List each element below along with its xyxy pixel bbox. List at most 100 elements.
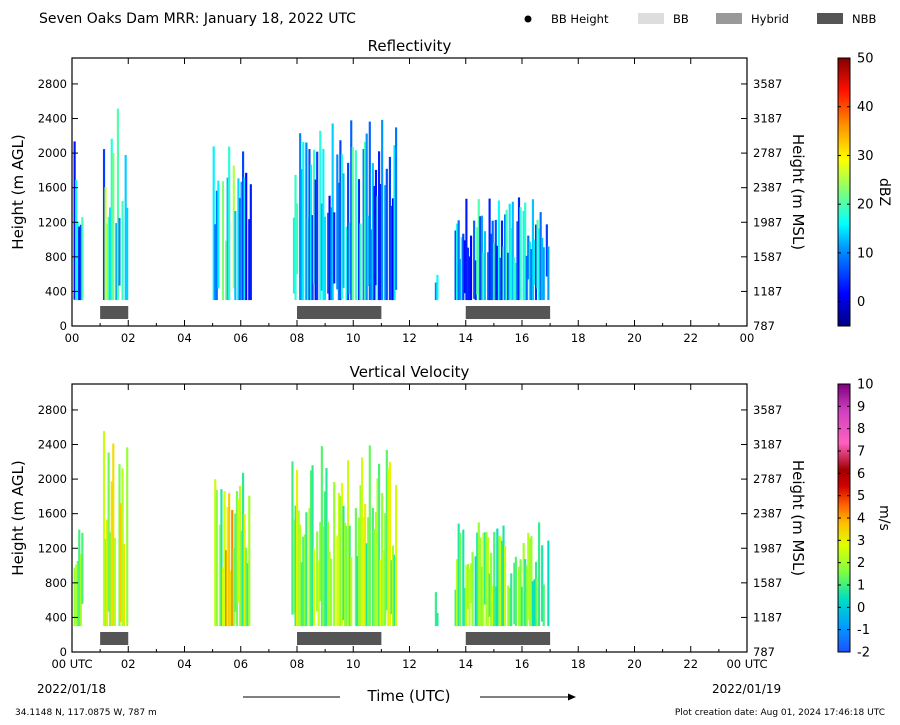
plot-frame: [71, 383, 748, 653]
echo-column: [468, 568, 471, 627]
y-tick-label: 2000: [38, 472, 67, 486]
echo-column: [486, 252, 490, 301]
echo-column: [496, 245, 499, 301]
x-tick-label: 08: [290, 657, 305, 671]
echo-column: [504, 545, 507, 627]
echo-column: [391, 198, 395, 301]
echo-column: [393, 554, 396, 627]
echo-column: [316, 531, 319, 612]
x-tick-label: 00: [65, 331, 80, 345]
echo-column: [367, 517, 370, 627]
echo-column: [385, 168, 388, 301]
echo-column: [382, 550, 385, 627]
y-tick-label-right: 1987: [753, 215, 782, 229]
y-tick-label-right: 3187: [753, 438, 782, 452]
echo-column: [371, 508, 374, 627]
echo-column: [384, 513, 387, 626]
echo-column: [374, 169, 378, 286]
echo-column: [527, 235, 530, 280]
echo-column: [328, 195, 331, 301]
echo-column: [364, 141, 367, 301]
echo-column: [229, 570, 232, 627]
echo-column: [340, 154, 344, 299]
colorbar-tick-label: 10: [857, 378, 874, 393]
nbb-bar: [297, 632, 382, 645]
echo-column: [367, 215, 370, 286]
echo-column: [225, 550, 228, 627]
echo-column: [294, 174, 297, 301]
x-tick-label: 18: [571, 657, 586, 671]
echo-column: [292, 217, 296, 294]
y-tick-label: 1200: [38, 541, 67, 555]
x-tick-label: 08: [290, 331, 305, 345]
colorbar-tick-label: 2: [857, 556, 865, 571]
y-tick-label: 1200: [38, 215, 67, 229]
echo-column: [102, 149, 106, 301]
x-tick-label: 16: [515, 331, 530, 345]
echo-column: [508, 203, 511, 301]
echo-column: [505, 209, 508, 301]
echo-column: [215, 490, 218, 627]
y-tick-label-right: 787: [753, 319, 775, 333]
colorbar-tick-label: 9: [857, 400, 865, 415]
panel-title: Vertical Velocity: [350, 363, 470, 381]
colorbar-tick-label: 4: [857, 512, 865, 527]
y-tick-label-right: 1187: [753, 610, 782, 624]
echo-column: [494, 219, 497, 301]
y-axis-label: Height (m AGL): [9, 134, 27, 249]
echo-column: [242, 472, 245, 627]
x-tick-label: 12: [402, 657, 417, 671]
panel-title: Reflectivity: [368, 37, 452, 55]
x-axis-label: Time (UTC): [367, 687, 451, 705]
echo-column: [231, 509, 234, 627]
echo-column: [217, 180, 220, 289]
echo-column: [499, 536, 502, 627]
echo-column: [359, 223, 362, 301]
echo-column: [309, 470, 313, 627]
echo-column: [296, 203, 299, 275]
echo-column: [391, 545, 395, 627]
echo-column: [513, 257, 516, 301]
y-tick-label-right: 1587: [753, 576, 782, 590]
echo-column: [342, 173, 345, 288]
colorbar-tick-label: 8: [857, 422, 865, 437]
echo-column: [237, 498, 240, 603]
echo-column: [513, 562, 516, 625]
echo-column: [322, 526, 325, 627]
y-tick-label: 2800: [38, 403, 67, 417]
echo-column: [488, 198, 491, 301]
x-tick-label: 00 UTC: [726, 657, 767, 671]
echo-column: [370, 229, 373, 301]
echo-column: [381, 119, 384, 301]
echo-column: [517, 566, 521, 627]
x-tick-label: 16: [515, 657, 530, 671]
echo-column: [490, 552, 493, 627]
echo-column: [354, 150, 357, 301]
echo-column: [357, 179, 361, 301]
y-tick-label-right: 1987: [753, 541, 782, 555]
x-tick-label: 06: [233, 657, 248, 671]
echo-column: [311, 215, 314, 301]
echo-column: [325, 468, 328, 627]
echo-column: [249, 184, 252, 301]
echo-column: [524, 559, 527, 627]
echo-column: [343, 522, 347, 627]
y-tick-label-right: 3587: [753, 77, 782, 91]
echo-column: [483, 231, 487, 301]
echo-column: [547, 540, 550, 627]
echo-column: [480, 215, 483, 301]
echo-column: [345, 226, 348, 301]
echo-column: [497, 200, 500, 301]
echo-column: [221, 568, 225, 627]
echo-column: [126, 207, 129, 301]
echo-column: [541, 237, 544, 301]
y-tick-label: 2800: [38, 77, 67, 91]
echo-column: [507, 585, 510, 627]
echo-column: [502, 525, 505, 627]
echo-column: [541, 545, 544, 622]
echo-column: [524, 202, 527, 301]
y-tick-label: 800: [45, 250, 67, 264]
echo-column: [514, 262, 517, 301]
echo-column: [245, 547, 248, 627]
echo-column: [468, 256, 471, 301]
